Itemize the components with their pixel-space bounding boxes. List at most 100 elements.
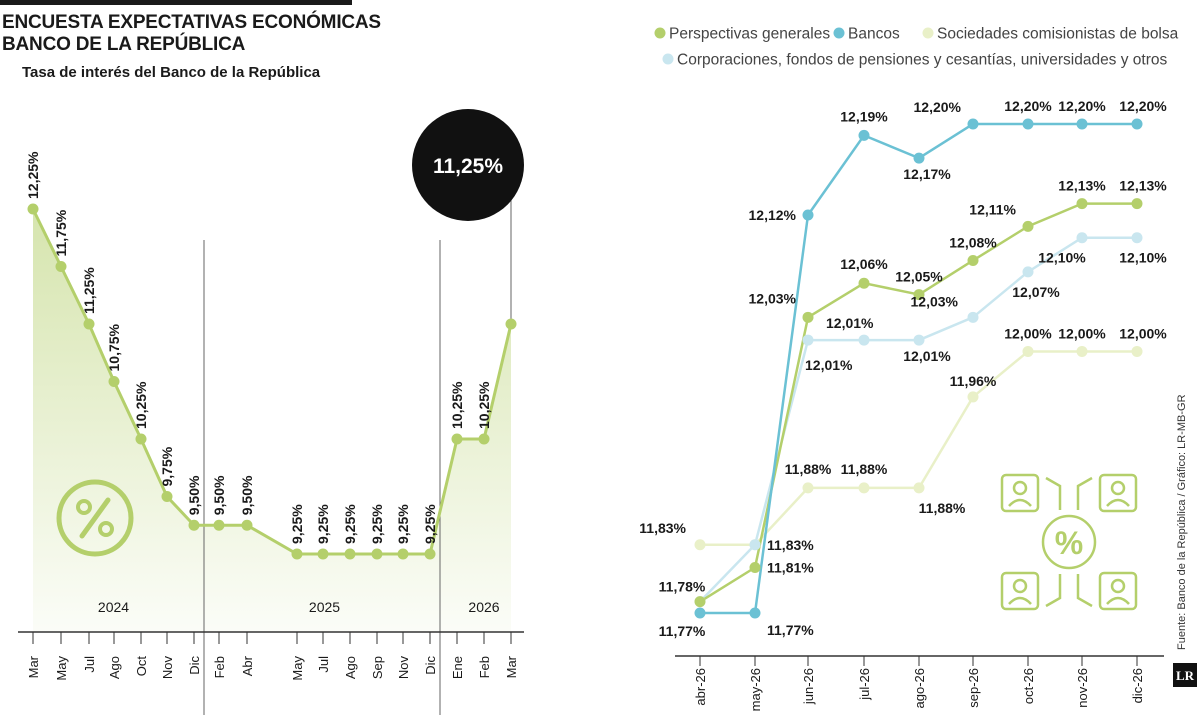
data-label: 12,00% xyxy=(1004,325,1052,341)
rate-label: 9,25% xyxy=(315,504,331,544)
page-title: ENCUESTA EXPECTATIVAS ECONÓMICAS BANCO D… xyxy=(2,12,381,56)
data-label: 12,01% xyxy=(826,315,874,331)
x-tick-label: jul-26 xyxy=(857,668,872,701)
rate-label: 11,75% xyxy=(53,209,69,256)
series-point xyxy=(913,334,925,346)
rate-label: 10,75% xyxy=(106,323,122,371)
x-tick-label: Ene xyxy=(450,656,465,679)
callout-circle xyxy=(412,109,524,221)
rate-point xyxy=(161,491,173,502)
title-line-1: ENCUESTA EXPECTATIVAS ECONÓMICAS xyxy=(2,12,381,33)
x-tick-label: May xyxy=(54,656,69,681)
rate-label: 9,50% xyxy=(211,475,227,515)
data-label: 11,77% xyxy=(659,623,706,639)
series-point xyxy=(749,539,761,551)
rate-point xyxy=(213,519,225,531)
rate-label: 9,75% xyxy=(159,446,175,486)
rate-label: 10,25% xyxy=(449,381,465,429)
data-label: 12,00% xyxy=(1119,325,1167,341)
callout-value: 11,25% xyxy=(433,155,503,178)
series-point xyxy=(913,482,925,494)
rate-label: 10,25% xyxy=(133,381,149,429)
series-point xyxy=(802,209,814,221)
year-label: 2026 xyxy=(468,599,499,615)
data-label: 12,10% xyxy=(1119,250,1167,266)
data-label: 11,88% xyxy=(785,461,832,477)
series-point xyxy=(1076,198,1088,210)
series-point xyxy=(1131,118,1143,130)
x-tick-label: Abr xyxy=(240,655,255,676)
data-label: 12,12% xyxy=(749,207,797,223)
x-tick-label: Oct xyxy=(134,656,149,677)
rate-point xyxy=(27,203,39,215)
data-label: 12,17% xyxy=(903,166,951,182)
rate-label: 9,50% xyxy=(239,475,255,515)
area-fill xyxy=(33,209,511,632)
series-point xyxy=(694,539,706,551)
series-point xyxy=(858,277,870,289)
legend-label: Sociedades comisionistas de bolsa xyxy=(937,26,1179,43)
rate-point xyxy=(55,261,67,272)
legend-label: Corporaciones, fondos de pensiones y ces… xyxy=(677,52,1168,69)
legend-marker xyxy=(662,53,674,65)
x-tick-label: Jul xyxy=(316,656,331,673)
series-point xyxy=(1076,345,1088,357)
series-point xyxy=(967,254,979,266)
x-tick-label: Jul xyxy=(82,656,97,673)
series-point xyxy=(1022,220,1034,232)
data-label: 12,10% xyxy=(1038,250,1086,266)
rate-point xyxy=(451,433,463,445)
svg-text:%: % xyxy=(1055,525,1083,561)
people-percent-icon: % xyxy=(1000,473,1138,611)
series-point xyxy=(1022,266,1034,278)
legend-marker xyxy=(922,27,934,39)
data-label: 12,20% xyxy=(914,99,962,115)
svg-text:LR: LR xyxy=(1176,668,1195,683)
series-point xyxy=(1076,118,1088,130)
rate-label: 9,25% xyxy=(369,504,385,544)
data-label: 12,03% xyxy=(911,293,959,309)
series-point xyxy=(1022,118,1034,130)
x-tick-label: nov-26 xyxy=(1075,668,1090,708)
series-point xyxy=(802,334,814,346)
rate-label: 9,50% xyxy=(186,475,202,515)
series-point xyxy=(913,152,925,164)
data-label: 12,13% xyxy=(1119,178,1167,194)
x-tick-label: Feb xyxy=(477,656,492,678)
rate-label: 12,25% xyxy=(25,151,41,199)
rate-point xyxy=(135,433,147,445)
x-tick-label: Dic xyxy=(187,656,202,675)
percent-icon xyxy=(56,479,134,557)
data-label: 11,96% xyxy=(950,373,997,389)
rate-label: 9,25% xyxy=(289,504,305,544)
data-label: 12,11% xyxy=(969,201,1016,217)
x-tick-label: Mar xyxy=(504,655,519,678)
data-label: 12,20% xyxy=(1119,98,1167,114)
data-label: 11,83% xyxy=(639,520,686,536)
x-tick-label: Nov xyxy=(396,656,411,680)
series-point xyxy=(749,607,761,619)
series-point xyxy=(802,311,814,323)
x-tick-label: dic-26 xyxy=(1130,668,1145,703)
series-point xyxy=(967,391,979,403)
rate-point xyxy=(317,548,329,560)
x-tick-label: sep-26 xyxy=(966,668,981,708)
rate-point xyxy=(397,548,409,560)
data-label: 12,08% xyxy=(949,234,997,250)
x-tick-label: ago-26 xyxy=(912,668,927,708)
x-tick-label: May xyxy=(290,656,305,681)
rate-point xyxy=(424,548,436,560)
data-label: 11,81% xyxy=(767,560,814,576)
series-point xyxy=(967,118,979,130)
rate-point xyxy=(291,548,303,560)
rate-point xyxy=(83,318,95,330)
data-label: 11,83% xyxy=(767,537,814,553)
series-point xyxy=(967,311,979,323)
rate-label: 9,25% xyxy=(422,504,438,544)
rate-point xyxy=(344,548,356,560)
year-label: 2025 xyxy=(309,599,340,615)
data-label: 12,03% xyxy=(749,290,797,306)
series-point xyxy=(913,289,925,301)
rate-point xyxy=(241,519,253,531)
